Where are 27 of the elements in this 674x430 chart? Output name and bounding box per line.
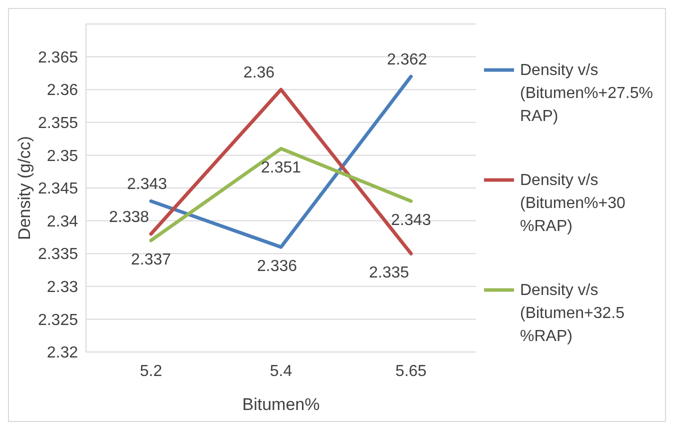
x-tick-label: 5.2: [140, 363, 162, 380]
legend-label: Density v/s (Bitumen+32.5 %RAP): [520, 282, 625, 345]
data-label: 2.338: [108, 208, 150, 226]
y-tick-label: 2.36: [46, 82, 78, 100]
y-tick-label: 2.32: [46, 344, 78, 362]
y-tick-label: 2.325: [38, 312, 78, 329]
x-tick-label: 5.65: [395, 363, 427, 380]
data-label: 2.343: [390, 212, 432, 230]
x-tick-label: 5.4: [270, 363, 292, 380]
y-tick-label: 2.365: [38, 49, 78, 66]
data-label: 2.343: [126, 176, 168, 194]
y-tick-label: 2.34: [46, 213, 78, 230]
y-axis-title: Density (g/cc): [15, 136, 34, 240]
y-tick-label: 2.355: [38, 115, 78, 132]
data-label: 2.362: [386, 51, 428, 68]
y-tick-label: 2.335: [38, 246, 78, 264]
legend-label: Density v/s (Bitumen%+30 %RAP): [520, 172, 626, 235]
y-tick-label: 2.33: [46, 279, 78, 296]
x-axis-title: Bitumen%: [242, 395, 320, 414]
legend-label: Density v/s (Bitumen%+27.5% RAP): [520, 62, 653, 125]
data-label: 2.351: [260, 160, 302, 177]
data-label: 2.336: [256, 258, 298, 276]
data-label: 2.335: [368, 264, 410, 282]
y-tick-label: 2.35: [46, 148, 78, 165]
y-tick-label: 2.345: [38, 180, 78, 198]
data-label: 2.337: [130, 251, 172, 268]
data-label: 2.36: [243, 64, 275, 82]
